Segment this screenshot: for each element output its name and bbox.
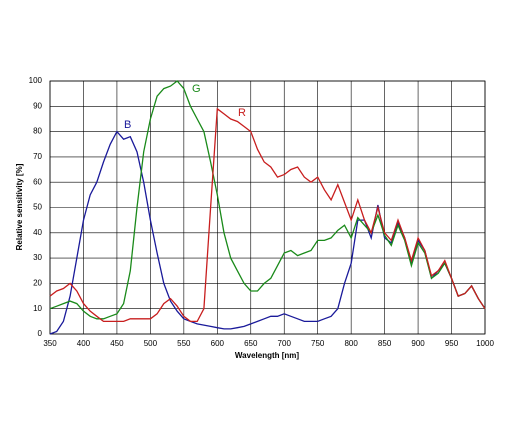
x-tick-label: 350 <box>43 339 57 348</box>
y-tick-label: 20 <box>33 279 42 288</box>
y-axis-label: Relative sensitivity [%] <box>15 163 24 250</box>
series-label: B <box>124 119 131 131</box>
x-tick-label: 400 <box>77 339 91 348</box>
x-tick-label: 450 <box>110 339 124 348</box>
series-line <box>49 130 486 335</box>
series-line <box>49 107 486 323</box>
y-tick-label: 90 <box>33 101 42 110</box>
y-tick-label: 60 <box>33 177 42 186</box>
x-tick-label: 750 <box>311 339 325 348</box>
x-tick-label: 800 <box>344 339 358 348</box>
y-tick-label: 40 <box>33 228 42 237</box>
x-tick-label: 950 <box>445 339 459 348</box>
y-tick-label: 50 <box>33 203 42 212</box>
x-tick-label: 650 <box>244 339 258 348</box>
x-tick-label: 900 <box>411 339 425 348</box>
y-tick-label: 0 <box>38 329 43 338</box>
series-label: G <box>192 83 201 95</box>
x-tick-label: 600 <box>211 339 225 348</box>
y-tick-label: 30 <box>33 253 42 262</box>
y-tick-label: 70 <box>33 152 42 161</box>
y-tick-label: 80 <box>33 127 42 136</box>
x-tick-label: 550 <box>177 339 191 348</box>
series-line <box>49 80 486 320</box>
x-tick-label: 500 <box>144 339 158 348</box>
x-tick-label: 1000 <box>476 339 494 348</box>
y-tick-label: 10 <box>33 304 42 313</box>
x-axis-label: Wavelength [nm] <box>235 351 299 360</box>
series-label: R <box>238 107 246 119</box>
y-tick-label: 100 <box>29 76 43 85</box>
x-tick-label: 700 <box>278 339 292 348</box>
x-tick-label: 850 <box>378 339 392 348</box>
